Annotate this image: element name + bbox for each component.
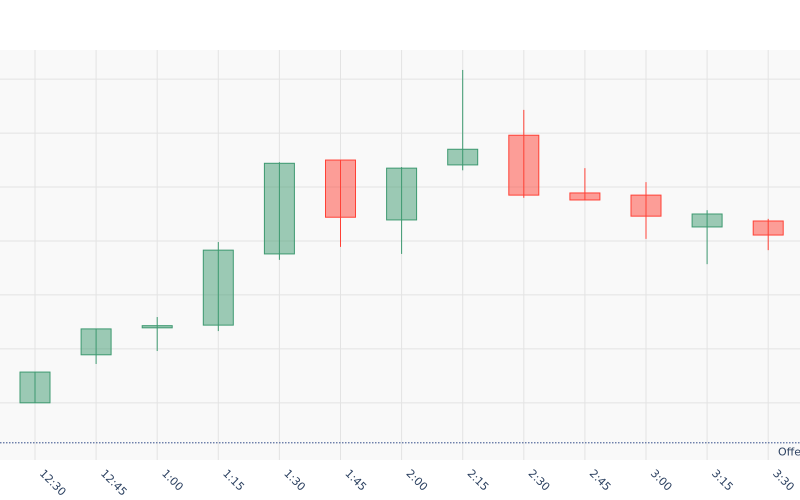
x-tick-label: 2:00 bbox=[403, 467, 430, 494]
candle-body bbox=[569, 192, 601, 201]
candle-body bbox=[19, 371, 51, 404]
candle-body bbox=[202, 249, 234, 326]
candle-body bbox=[630, 194, 662, 217]
candle-body bbox=[447, 148, 479, 166]
x-tick-label: 1:15 bbox=[220, 467, 247, 494]
candle-body bbox=[325, 159, 356, 218]
x-tick-label: 1:45 bbox=[342, 467, 369, 494]
candle-body bbox=[141, 325, 173, 329]
candle-body bbox=[386, 167, 418, 221]
plot-area bbox=[0, 50, 800, 460]
x-tick-label: 2:30 bbox=[526, 467, 553, 494]
x-tick-label: 3:15 bbox=[709, 467, 736, 494]
x-tick-label: 3:30 bbox=[770, 467, 797, 494]
candle-body bbox=[80, 328, 112, 356]
x-tick-label: 1:30 bbox=[281, 467, 308, 494]
candle-body bbox=[752, 220, 784, 236]
candle-body bbox=[263, 162, 295, 255]
candle-body bbox=[691, 213, 723, 228]
x-tick-label: 2:45 bbox=[587, 467, 614, 494]
x-tick-label: 12:30 bbox=[37, 467, 69, 499]
annotation-label: Offer bbox=[778, 446, 800, 459]
x-tick-label: 1:00 bbox=[159, 467, 186, 494]
x-tick-label: 12:45 bbox=[98, 467, 130, 499]
candle-body bbox=[508, 134, 540, 196]
x-tick-label: 3:00 bbox=[648, 467, 675, 494]
x-tick-label: 2:15 bbox=[465, 467, 492, 494]
